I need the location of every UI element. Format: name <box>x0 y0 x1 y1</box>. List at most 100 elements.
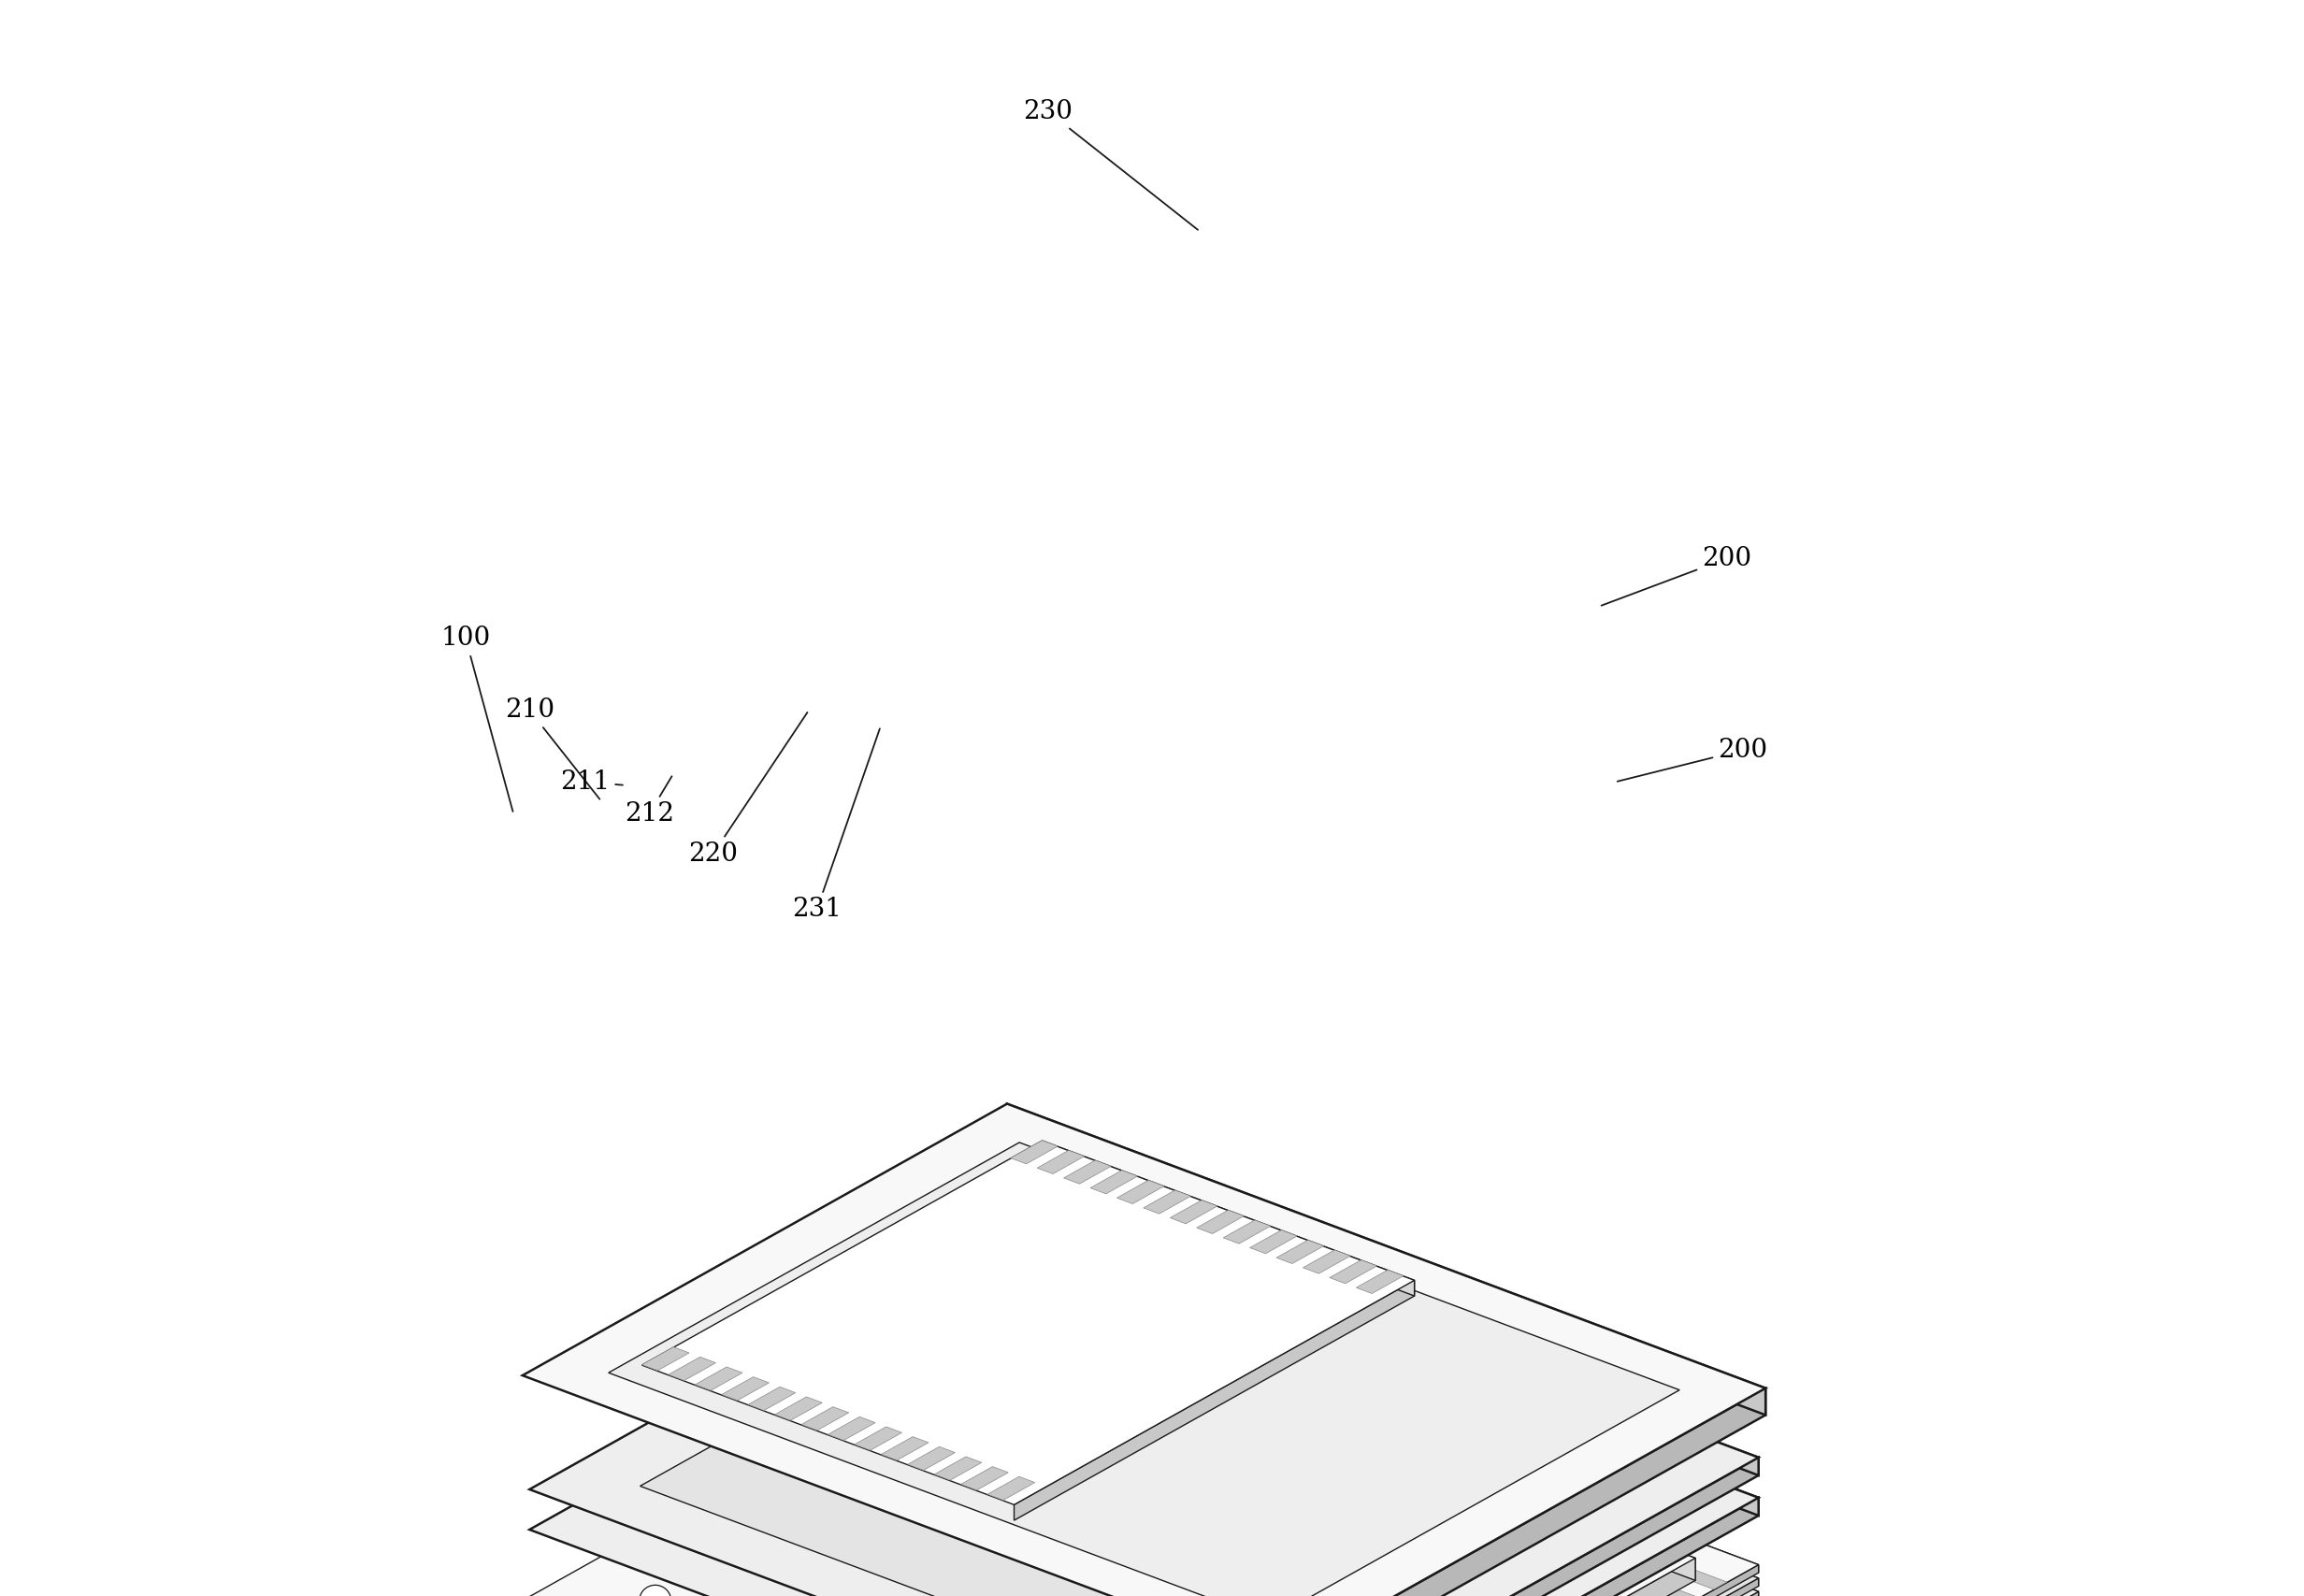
Polygon shape <box>1154 1553 1184 1596</box>
Ellipse shape <box>876 1566 912 1578</box>
Polygon shape <box>1233 1457 1758 1596</box>
Ellipse shape <box>1415 1476 1449 1491</box>
Polygon shape <box>1041 1141 1415 1296</box>
Polygon shape <box>1011 1140 1058 1163</box>
Circle shape <box>638 1585 670 1596</box>
Polygon shape <box>972 1539 1477 1596</box>
Polygon shape <box>1493 1507 1523 1548</box>
Polygon shape <box>1007 1104 1765 1416</box>
Polygon shape <box>760 1374 1696 1596</box>
Ellipse shape <box>1187 1390 1223 1404</box>
Polygon shape <box>1281 1389 1765 1596</box>
Polygon shape <box>1230 1582 1260 1596</box>
Polygon shape <box>643 1347 689 1371</box>
Polygon shape <box>721 1377 770 1401</box>
Text: 200: 200 <box>1601 546 1751 605</box>
Polygon shape <box>742 1572 770 1596</box>
Circle shape <box>901 1473 933 1505</box>
Polygon shape <box>942 1555 1449 1596</box>
Circle shape <box>705 1558 737 1590</box>
Polygon shape <box>1193 1414 1698 1596</box>
Polygon shape <box>1127 1427 1157 1470</box>
Ellipse shape <box>848 1438 885 1452</box>
Circle shape <box>1097 1389 1129 1420</box>
Polygon shape <box>1329 1259 1378 1283</box>
Polygon shape <box>1638 1547 1687 1570</box>
Polygon shape <box>604 1578 631 1596</box>
Polygon shape <box>1051 1398 1081 1441</box>
Polygon shape <box>1055 1194 1758 1475</box>
Polygon shape <box>668 1357 717 1381</box>
Polygon shape <box>1203 1456 1233 1497</box>
Polygon shape <box>1521 1503 1571 1527</box>
Polygon shape <box>1551 1515 1601 1539</box>
Polygon shape <box>1290 1417 1341 1441</box>
Polygon shape <box>1039 1336 1067 1377</box>
Polygon shape <box>641 1285 1647 1596</box>
Polygon shape <box>749 1387 795 1411</box>
Polygon shape <box>988 1476 1034 1500</box>
Polygon shape <box>530 1194 1758 1596</box>
Ellipse shape <box>952 1593 988 1596</box>
Polygon shape <box>523 1104 1765 1596</box>
Polygon shape <box>696 1366 742 1390</box>
Ellipse shape <box>599 1578 636 1591</box>
Ellipse shape <box>1090 1586 1127 1596</box>
Polygon shape <box>1463 1481 1514 1505</box>
Polygon shape <box>1055 1344 1758 1596</box>
Polygon shape <box>1055 1315 1758 1586</box>
Polygon shape <box>1083 1476 1587 1596</box>
Polygon shape <box>1320 1427 1369 1451</box>
Polygon shape <box>1304 1250 1350 1274</box>
Polygon shape <box>1276 1240 1325 1264</box>
Polygon shape <box>929 1468 956 1510</box>
Polygon shape <box>1111 1460 1615 1596</box>
Polygon shape <box>643 1141 1415 1505</box>
Polygon shape <box>855 1427 901 1451</box>
Ellipse shape <box>1076 1524 1113 1537</box>
Ellipse shape <box>799 1537 836 1550</box>
Ellipse shape <box>786 1473 823 1487</box>
Ellipse shape <box>910 1403 947 1417</box>
Polygon shape <box>1581 1526 1629 1550</box>
Ellipse shape <box>1290 1545 1327 1559</box>
Polygon shape <box>790 1475 818 1516</box>
Polygon shape <box>878 1566 908 1596</box>
Circle shape <box>1032 1416 1064 1448</box>
Polygon shape <box>961 1467 1009 1491</box>
Polygon shape <box>1170 1200 1217 1224</box>
Polygon shape <box>1435 1472 1484 1495</box>
Ellipse shape <box>1214 1518 1251 1531</box>
Polygon shape <box>774 1396 823 1420</box>
Polygon shape <box>728 1510 756 1551</box>
Polygon shape <box>908 1446 956 1470</box>
Polygon shape <box>1233 1578 1758 1596</box>
Polygon shape <box>1348 1438 1399 1462</box>
Polygon shape <box>1405 1460 1456 1484</box>
Polygon shape <box>940 1532 970 1574</box>
Polygon shape <box>1233 1564 1758 1596</box>
Polygon shape <box>991 1433 1018 1476</box>
Polygon shape <box>1055 1491 1560 1596</box>
Polygon shape <box>1196 1210 1244 1234</box>
Polygon shape <box>1431 1540 1461 1583</box>
Ellipse shape <box>1138 1489 1175 1503</box>
Polygon shape <box>827 1417 876 1440</box>
Polygon shape <box>915 1404 942 1448</box>
Polygon shape <box>804 1539 832 1580</box>
Polygon shape <box>1092 1588 1122 1596</box>
Polygon shape <box>1175 1373 1223 1396</box>
Polygon shape <box>1249 1231 1297 1253</box>
Circle shape <box>968 1444 998 1476</box>
Polygon shape <box>530 1301 1758 1596</box>
Ellipse shape <box>1426 1539 1463 1553</box>
Circle shape <box>836 1500 869 1532</box>
Polygon shape <box>866 1503 894 1545</box>
Polygon shape <box>1569 1534 1599 1577</box>
Polygon shape <box>1357 1270 1403 1293</box>
Ellipse shape <box>862 1502 899 1516</box>
Text: 100: 100 <box>440 626 514 811</box>
Polygon shape <box>1064 1462 1094 1503</box>
Text: 211: 211 <box>560 769 622 795</box>
Polygon shape <box>1507 1569 1537 1596</box>
